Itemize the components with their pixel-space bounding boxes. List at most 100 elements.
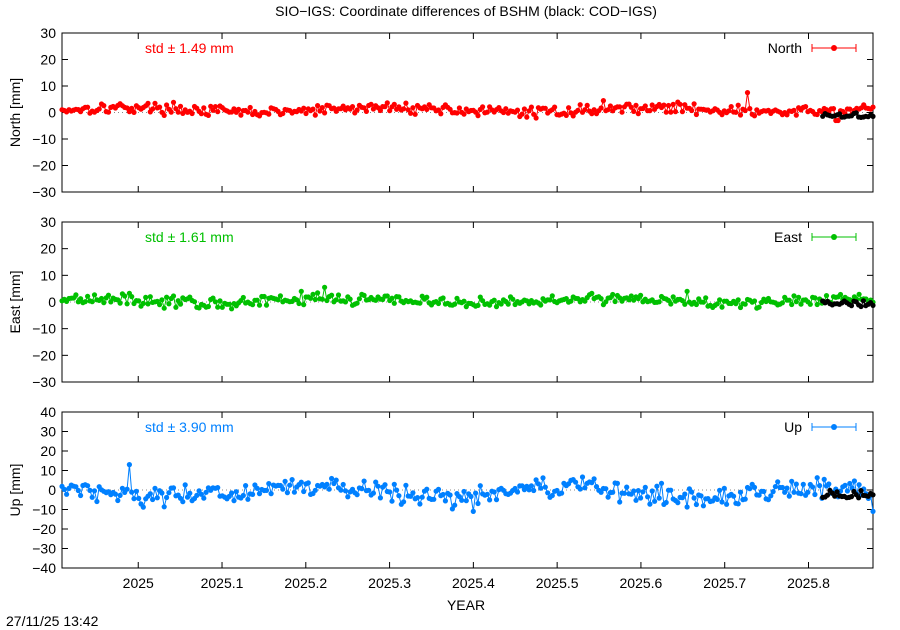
data-point: [591, 476, 597, 482]
data-point: [447, 492, 453, 498]
data-point: [301, 105, 307, 111]
data-point: [384, 293, 390, 299]
data-point: [452, 301, 458, 307]
data-point: [303, 110, 309, 117]
data-point: [157, 302, 163, 308]
data-point: [435, 300, 442, 307]
data-point: [338, 487, 344, 493]
y-tick-label: −10: [32, 131, 56, 147]
data-point: [735, 102, 741, 108]
data-point: [117, 300, 123, 306]
data-point: [493, 304, 500, 310]
data-point: [219, 304, 225, 310]
data-point: [101, 300, 107, 306]
comparison-point: [858, 303, 864, 310]
data-point: [652, 498, 658, 504]
data-point: [131, 109, 137, 115]
data-point: [256, 302, 263, 308]
comparison-point: [848, 494, 855, 500]
data-point: [310, 106, 316, 112]
data-point: [454, 295, 460, 301]
data-point: [600, 98, 607, 104]
comparison-point: [848, 303, 855, 309]
legend-label: East: [774, 229, 802, 245]
data-point: [693, 111, 700, 118]
data-point: [793, 481, 799, 487]
data-point: [691, 101, 697, 107]
data-point: [689, 107, 695, 114]
data-point: [170, 99, 177, 105]
data-point: [823, 293, 830, 299]
data-point: [145, 301, 151, 307]
data-point: [424, 486, 430, 492]
data-point: [98, 295, 105, 302]
data-point: [610, 489, 616, 495]
data-point: [435, 107, 442, 113]
data-point: [814, 301, 820, 308]
data-point: [793, 299, 799, 305]
data-point: [737, 489, 744, 495]
data-point: [493, 497, 500, 503]
panel-up: 40 30 20 10 0 −10 −20 −30 −40 2025 2025.1 2025.2 202…: [7, 404, 876, 591]
data-point: [247, 104, 253, 111]
data-point: [150, 106, 156, 112]
data-point: [698, 493, 704, 499]
comparison-point: [832, 493, 838, 499]
data-point: [277, 293, 283, 299]
data-point: [531, 111, 537, 117]
data-point: [210, 107, 216, 113]
data-point: [329, 292, 335, 298]
data-point: [779, 300, 786, 306]
comparison-point: [834, 489, 840, 495]
data-point: [280, 486, 286, 492]
data-point: [191, 299, 198, 305]
data-point: [373, 479, 379, 485]
data-point: [340, 481, 346, 488]
data-point: [266, 481, 272, 487]
data-point: [96, 106, 102, 112]
data-point: [212, 104, 218, 110]
data-point: [387, 489, 393, 495]
y-tick-label: 0: [48, 105, 56, 121]
data-point: [215, 109, 221, 115]
data-point: [461, 111, 467, 117]
data-point: [154, 495, 160, 501]
data-point: [442, 498, 448, 504]
data-point: [238, 112, 244, 118]
data-point: [89, 299, 95, 305]
data-point: [164, 494, 170, 501]
data-point: [322, 284, 328, 290]
data-point: [649, 102, 655, 108]
data-point: [814, 475, 820, 481]
data-point: [126, 462, 132, 468]
comparison-point: [870, 113, 876, 119]
y-tick-label: 20: [40, 443, 56, 459]
data-point: [856, 482, 862, 488]
data-point: [742, 107, 748, 114]
chart-title: SIO−IGS: Coordinate differences of BSHM …: [275, 3, 657, 19]
data-point: [315, 290, 321, 296]
data-point: [814, 111, 820, 118]
data-point: [714, 301, 720, 307]
y-tick-label: −10: [32, 321, 56, 337]
timestamp: 27/11/25 13:42: [6, 613, 99, 629]
data-point: [784, 485, 790, 491]
data-point: [150, 496, 156, 503]
data-point: [545, 490, 551, 496]
data-point: [487, 497, 493, 503]
data-point: [366, 487, 372, 493]
x-tick-label: 2025.2: [284, 575, 327, 591]
data-point: [312, 487, 318, 493]
data-point: [803, 104, 809, 110]
data-point: [75, 487, 81, 494]
data-point: [693, 301, 700, 308]
data-point: [240, 492, 246, 499]
data-point: [354, 300, 360, 306]
data-point: [245, 109, 251, 115]
data-point: [568, 298, 574, 304]
data-point: [589, 111, 595, 117]
data-point: [559, 490, 565, 496]
data-point: [735, 297, 741, 303]
data-point: [719, 112, 725, 118]
